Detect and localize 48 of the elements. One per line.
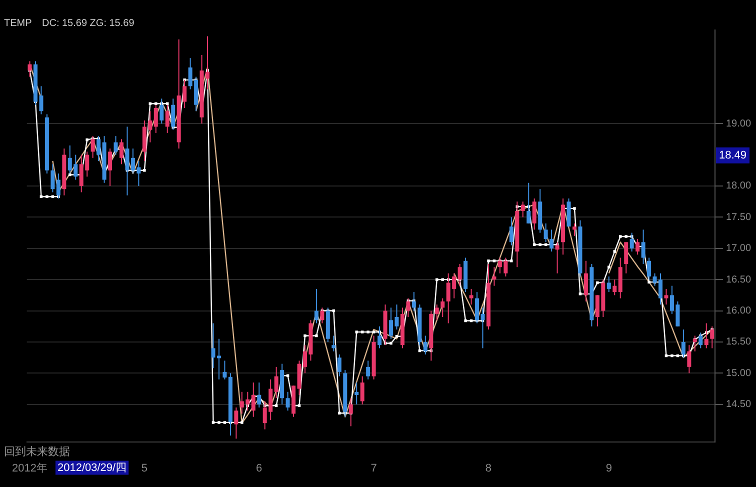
y-tick-label: 14.50 [726, 399, 752, 410]
candlestick [354, 382, 359, 405]
candlestick [165, 104, 170, 134]
candlestick [664, 288, 668, 306]
candlestick [526, 182, 531, 224]
candlestick [544, 222, 548, 243]
candlestick [532, 198, 536, 230]
x-tick-label: 8 [485, 462, 492, 474]
y-tick-label: 15.50 [726, 336, 752, 348]
x-tick-label: 6 [256, 462, 262, 474]
chart-title: TEMP [4, 18, 32, 29]
y-tick-label: 17.00 [726, 243, 752, 254]
candlestick [286, 391, 290, 412]
x-tick-label: 9 [606, 462, 612, 474]
candlestick [378, 326, 382, 349]
candlestick [366, 360, 370, 380]
candlestick [612, 279, 617, 296]
candlestick [274, 366, 278, 399]
candlestick [222, 360, 227, 380]
y-tick-label: 17.50 [726, 212, 752, 223]
candlestick [647, 257, 652, 280]
candlestick [509, 216, 514, 246]
x-tick-label: 7 [370, 462, 377, 474]
annotation: 18.49 [718, 149, 747, 162]
candlestick [469, 288, 474, 306]
candlestick [624, 242, 628, 274]
y-tick-label: 19.00 [726, 118, 752, 130]
x-tick-label: 2012年 [12, 462, 48, 474]
candlestick [606, 276, 611, 293]
candlestick [572, 222, 576, 236]
candlestick [154, 104, 158, 134]
y-tick-label: 15.00 [726, 368, 752, 379]
chart-subtitle: DC: 15.69 ZG: 15.69 [42, 18, 134, 29]
candlestick [314, 288, 318, 324]
text: 回到未来数据 [4, 444, 70, 458]
y-tick-label: 18.00 [726, 180, 752, 192]
candlestick [337, 354, 342, 377]
candlestick [332, 335, 336, 352]
y-tick-label: 16.00 [726, 306, 752, 317]
text: 2012/03/29/四 [57, 462, 127, 474]
candlestick [50, 164, 55, 193]
candlestick [704, 322, 708, 349]
candlestick [492, 266, 496, 286]
candlestick [434, 304, 439, 321]
x-tick-label: 5 [141, 462, 148, 474]
y-tick-label: 16.50 [726, 274, 752, 286]
candlestick [440, 298, 445, 318]
candlestick [360, 376, 364, 405]
